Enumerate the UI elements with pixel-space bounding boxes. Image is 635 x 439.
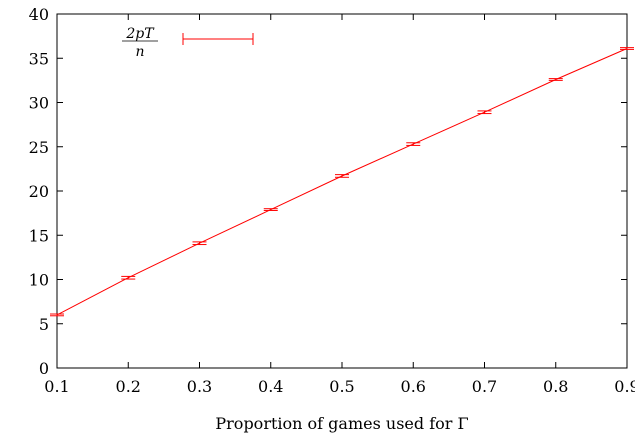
legend: 2pT n [122,26,254,60]
data-point-errorbar [192,241,207,246]
y-tick-label: 40 [29,5,49,24]
x-axis-ticks: 0.1 0.2 0.3 0.4 0.5 0.6 0.7 0.8 0.9 [44,14,635,396]
x-tick-label: 0.4 [258,377,283,396]
x-axis-title: Proportion of games used for Γ [215,414,468,433]
data-point-errorbar [335,174,349,178]
x-tick-label: 0.5 [329,377,354,396]
x-tick-label: 0.9 [614,377,635,396]
x-tick-label: 0.3 [187,377,212,396]
y-tick-label: 5 [39,315,49,334]
legend-numerator: 2pT [125,26,155,42]
x-tick-label: 0.1 [44,377,69,396]
data-point-errorbar [548,78,563,81]
x-tick-label: 0.7 [472,377,497,396]
y-axis-ticks: 0 5 10 15 20 25 30 35 40 [29,5,627,378]
y-tick-label: 0 [39,359,49,378]
y-tick-label: 35 [29,49,49,68]
y-tick-label: 20 [29,182,49,201]
y-tick-label: 15 [29,226,49,245]
x-tick-label: 0.2 [116,377,141,396]
x-tick-label: 0.8 [543,377,568,396]
y-tick-label: 25 [29,138,49,157]
plot-frame [56,13,628,369]
data-point-errorbar [406,142,421,146]
data-point-errorbar [50,313,64,317]
x-tick-label: 0.6 [401,377,426,396]
series-layer [50,47,634,317]
y-tick-label: 30 [29,94,49,113]
data-point-errorbar [477,110,492,115]
legend-denominator: n [135,44,144,60]
y-tick-label: 10 [29,271,49,290]
data-point-errorbar [121,275,136,280]
series-line [56,48,628,316]
data-point-errorbar [263,208,278,211]
data-point-errorbar [620,47,634,50]
